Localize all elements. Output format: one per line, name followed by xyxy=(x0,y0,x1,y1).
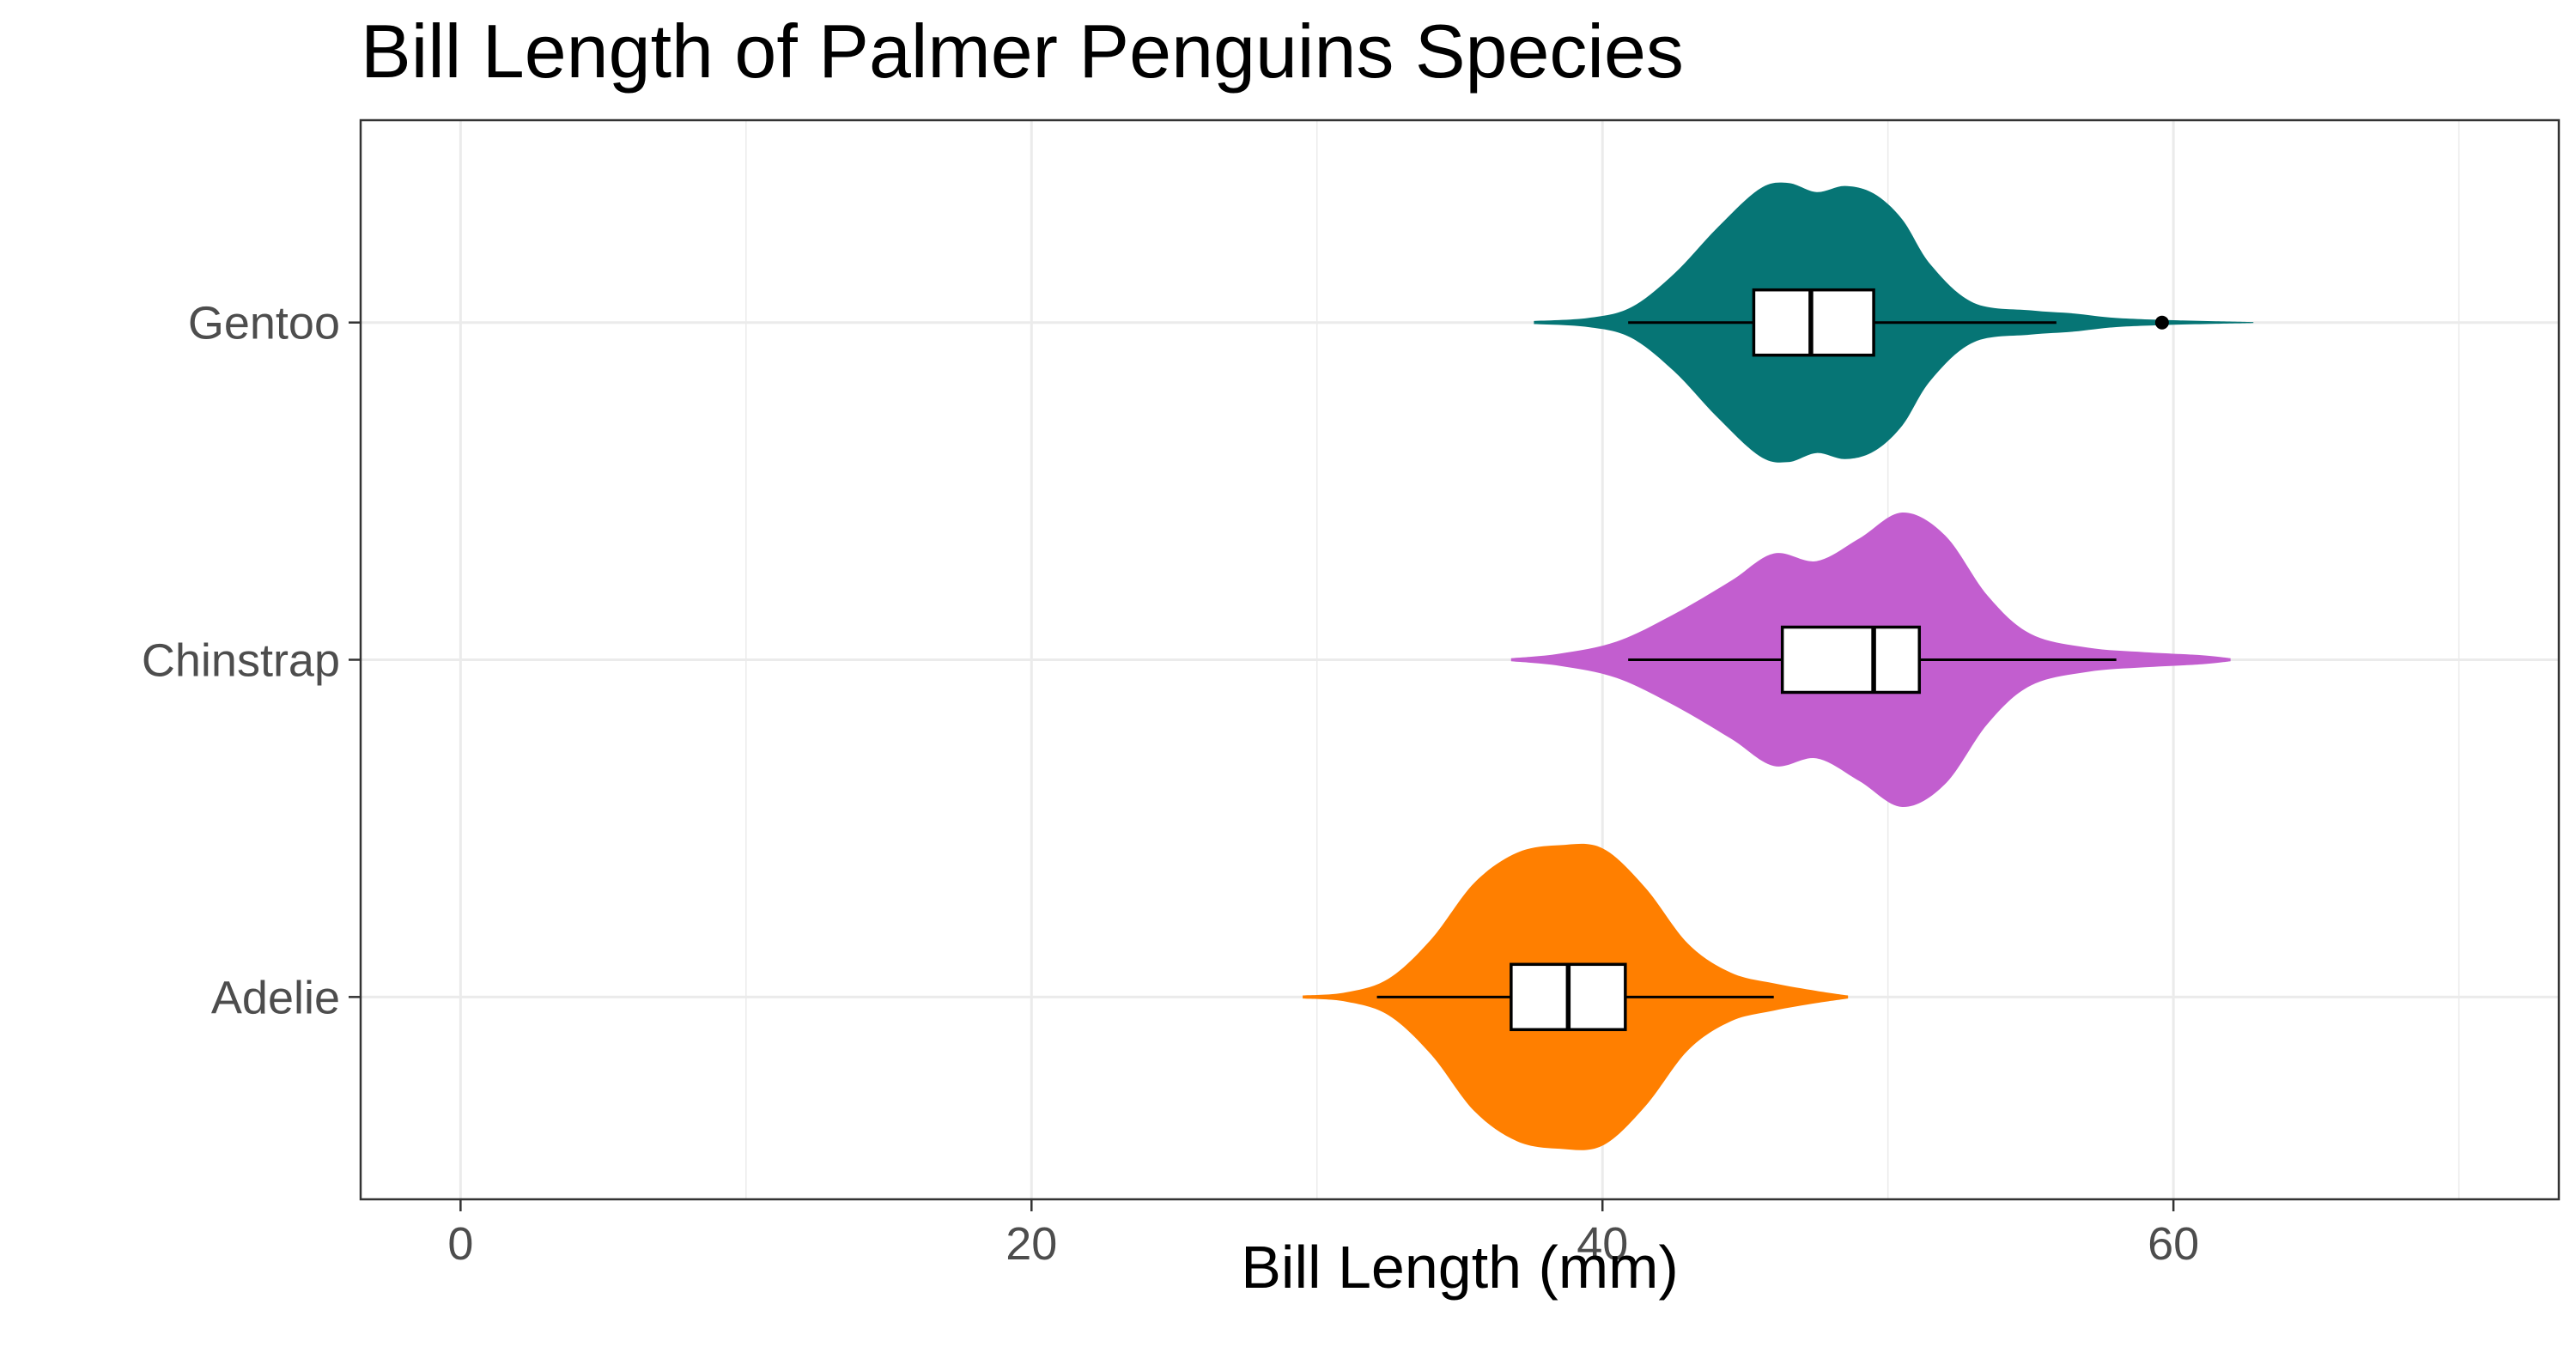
box xyxy=(1780,625,1922,695)
y-tick-label: Adelie xyxy=(211,972,340,1023)
outlier-point xyxy=(2154,315,2169,330)
box xyxy=(1752,288,1875,357)
x-tick-label: 0 xyxy=(447,1218,473,1270)
violins xyxy=(1303,182,2254,1150)
x-tick-label: 60 xyxy=(2148,1218,2199,1270)
axes: 0 20 40 60 Adelie Chinstrap Gentoo xyxy=(142,298,2199,1270)
y-tick-label: Chinstrap xyxy=(142,635,340,687)
x-axis-title: Bill Length (mm) xyxy=(1241,1234,1679,1301)
violin-adelie xyxy=(1303,843,1849,1150)
x-tick-label: 40 xyxy=(1577,1218,1628,1270)
x-tick-label: 20 xyxy=(1005,1218,1057,1270)
y-tick-label: Gentoo xyxy=(188,298,340,349)
chart-title: Bill Length of Palmer Penguins Species xyxy=(361,9,1684,94)
violin-chinstrap xyxy=(1510,512,2231,808)
violin-gentoo xyxy=(1534,182,2254,463)
